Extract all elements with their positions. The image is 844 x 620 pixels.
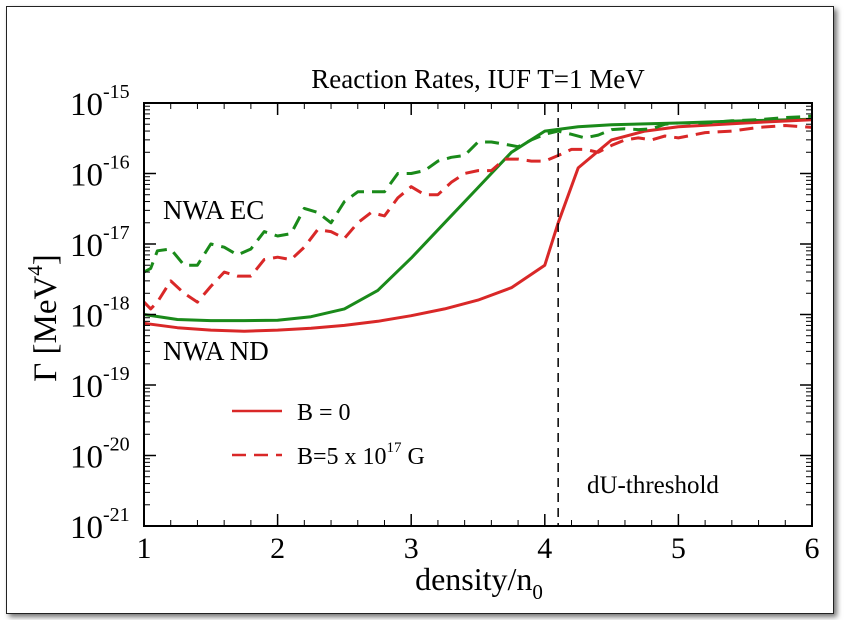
y-tick-label: 10-18	[70, 293, 130, 335]
legend-label-dashed: B=5 x 1017 G	[297, 440, 425, 470]
series-line-ec-dashed	[143, 114, 813, 274]
chart-title: Reaction Rates, IUF T=1 MeV	[311, 64, 645, 94]
annotation-nwa-nd: NWA ND	[163, 336, 269, 366]
y-axis-label: Γ [MeV4]	[23, 254, 64, 382]
plot-area-frame	[143, 102, 813, 527]
series-line-ec-solid	[143, 117, 813, 323]
x-tick-label: 2	[270, 532, 285, 565]
y-tick-label: 10-21	[70, 504, 130, 546]
y-tick-label: 10-15	[70, 81, 130, 123]
x-tick-label: 3	[404, 532, 419, 565]
x-axis-label-sub: 0	[532, 580, 543, 604]
x-tick-label: 1	[137, 532, 152, 565]
y-axis-label-sup: 4	[23, 265, 47, 276]
series-line-nd-dashed	[142, 124, 813, 311]
y-tick-label: 10-20	[70, 434, 130, 476]
annotation-du-threshold: dU-threshold	[587, 472, 719, 499]
series-line-nd-solid	[143, 118, 813, 333]
x-axis-label: density/n0	[415, 561, 543, 604]
x-tick-label: 4	[537, 532, 552, 565]
x-tick-label: 5	[671, 532, 686, 565]
y-tick-label: 10-17	[70, 222, 130, 264]
annotation-nwa-ec: NWA EC	[163, 195, 264, 225]
legend-label-solid: B = 0	[297, 400, 351, 426]
legend: B = 0 B=5 x 1017 G	[232, 400, 425, 470]
plot-marks: 1 2 3 4 5 6 10-21 10-20 10-19 10-18 10-17 10-16 10-1…	[70, 81, 820, 565]
y-tick-label: 10-19	[70, 363, 130, 405]
legend-label-dashed-sup: 17	[387, 440, 403, 456]
x-tick-label: 6	[805, 532, 820, 565]
y-tick-label: 10-16	[70, 152, 130, 194]
